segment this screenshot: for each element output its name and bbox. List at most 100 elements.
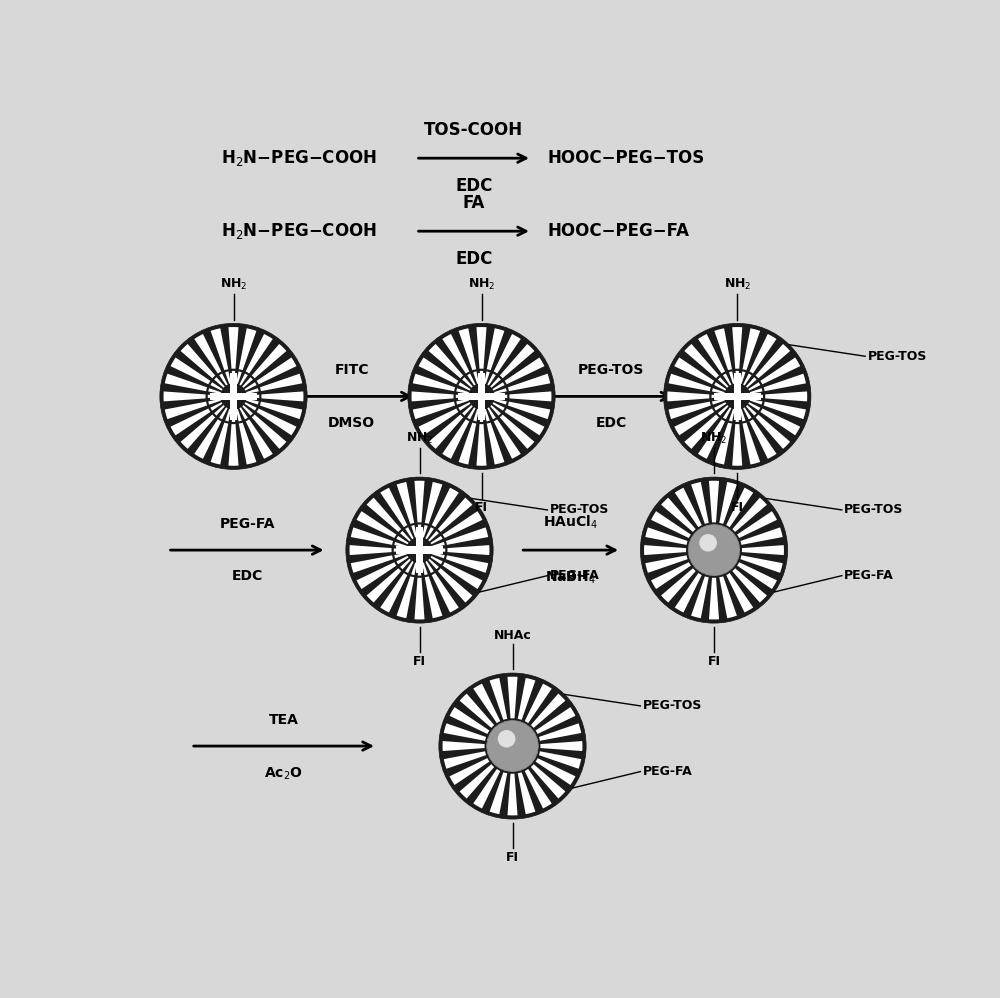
Polygon shape	[737, 396, 800, 435]
Polygon shape	[714, 527, 783, 550]
Text: PEG-FA: PEG-FA	[219, 517, 275, 531]
Polygon shape	[482, 396, 504, 464]
Polygon shape	[695, 531, 714, 550]
Polygon shape	[232, 396, 235, 422]
Polygon shape	[234, 388, 259, 396]
Polygon shape	[450, 747, 512, 785]
Polygon shape	[698, 396, 737, 459]
Polygon shape	[482, 396, 507, 404]
Polygon shape	[482, 373, 550, 396]
Polygon shape	[420, 550, 488, 573]
Polygon shape	[171, 357, 234, 396]
Polygon shape	[473, 371, 482, 396]
Polygon shape	[723, 396, 737, 419]
Polygon shape	[493, 747, 512, 765]
Polygon shape	[357, 550, 420, 589]
Polygon shape	[729, 371, 737, 396]
Ellipse shape	[439, 673, 586, 819]
Polygon shape	[512, 747, 532, 765]
Polygon shape	[456, 388, 482, 396]
Polygon shape	[487, 747, 512, 754]
Text: PEG-TOS: PEG-TOS	[844, 503, 904, 516]
Polygon shape	[482, 344, 534, 396]
Polygon shape	[414, 550, 425, 620]
Polygon shape	[444, 724, 512, 747]
Ellipse shape	[206, 368, 261, 424]
Polygon shape	[482, 396, 544, 435]
Polygon shape	[511, 747, 514, 771]
Polygon shape	[512, 745, 538, 748]
Polygon shape	[734, 373, 741, 420]
Polygon shape	[234, 396, 302, 419]
Polygon shape	[482, 377, 501, 396]
Polygon shape	[234, 396, 296, 435]
Polygon shape	[512, 721, 521, 747]
Polygon shape	[689, 550, 714, 558]
Polygon shape	[512, 678, 535, 747]
Text: HOOC−PEG−FA: HOOC−PEG−FA	[547, 223, 689, 241]
Polygon shape	[645, 527, 714, 550]
Polygon shape	[714, 525, 722, 550]
Polygon shape	[420, 525, 428, 550]
Polygon shape	[458, 393, 505, 400]
Polygon shape	[482, 396, 505, 410]
Polygon shape	[210, 396, 234, 410]
Polygon shape	[489, 743, 536, 749]
Polygon shape	[420, 550, 472, 603]
Text: NH$_2$: NH$_2$	[700, 430, 728, 445]
Ellipse shape	[485, 719, 540, 773]
Polygon shape	[714, 550, 753, 613]
Polygon shape	[443, 742, 512, 751]
Polygon shape	[420, 550, 428, 575]
Polygon shape	[712, 550, 716, 576]
Polygon shape	[234, 396, 259, 404]
Polygon shape	[736, 396, 739, 422]
Polygon shape	[674, 357, 737, 396]
Polygon shape	[234, 396, 286, 449]
Polygon shape	[194, 396, 234, 459]
Polygon shape	[714, 511, 777, 550]
Polygon shape	[737, 388, 762, 396]
Polygon shape	[208, 388, 234, 396]
Polygon shape	[460, 747, 512, 798]
Polygon shape	[429, 344, 482, 396]
Polygon shape	[420, 527, 434, 550]
Ellipse shape	[664, 323, 811, 469]
Polygon shape	[674, 396, 737, 435]
Polygon shape	[234, 373, 302, 396]
Polygon shape	[164, 391, 234, 401]
Polygon shape	[669, 373, 737, 396]
Polygon shape	[737, 396, 746, 421]
Polygon shape	[498, 724, 512, 747]
Polygon shape	[714, 545, 784, 555]
Polygon shape	[467, 373, 482, 396]
Polygon shape	[493, 727, 512, 747]
Polygon shape	[234, 373, 248, 396]
Polygon shape	[482, 395, 507, 398]
Polygon shape	[482, 396, 550, 419]
Polygon shape	[456, 396, 482, 404]
Ellipse shape	[686, 522, 742, 578]
Polygon shape	[700, 550, 714, 573]
Polygon shape	[512, 724, 581, 747]
Polygon shape	[420, 550, 482, 589]
Polygon shape	[512, 727, 532, 747]
Polygon shape	[214, 396, 234, 415]
Polygon shape	[482, 371, 490, 396]
Polygon shape	[420, 550, 459, 613]
Polygon shape	[420, 545, 489, 555]
Polygon shape	[456, 395, 482, 398]
Ellipse shape	[640, 477, 788, 623]
Polygon shape	[714, 542, 739, 550]
Polygon shape	[482, 391, 551, 401]
Polygon shape	[482, 373, 496, 396]
Polygon shape	[714, 550, 737, 618]
Polygon shape	[512, 732, 536, 747]
Polygon shape	[691, 536, 714, 550]
Polygon shape	[473, 396, 482, 421]
Polygon shape	[208, 396, 234, 404]
Polygon shape	[458, 382, 482, 396]
Polygon shape	[512, 747, 536, 760]
Polygon shape	[462, 396, 482, 415]
Polygon shape	[234, 334, 273, 396]
